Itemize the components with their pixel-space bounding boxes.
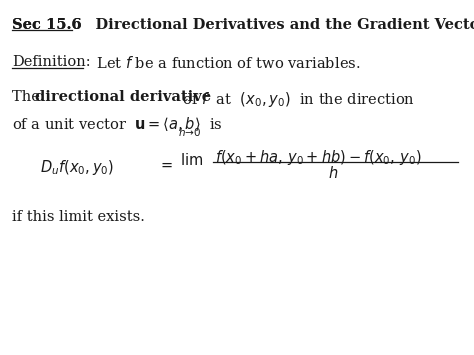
Text: The: The [12, 90, 45, 104]
Text: Let $f$ be a function of two variables.: Let $f$ be a function of two variables. [87, 55, 360, 71]
Text: Sec 15.6: Sec 15.6 [12, 18, 82, 32]
Text: Directional Derivatives and the Gradient Vector: Directional Derivatives and the Gradient… [75, 18, 474, 32]
Text: $f(x_0 + ha,\, y_0 + hb) - f(x_0,\, y_0)$: $f(x_0 + ha,\, y_0 + hb) - f(x_0,\, y_0)… [215, 148, 422, 167]
Text: directional derivative: directional derivative [35, 90, 211, 104]
Text: if this limit exists.: if this limit exists. [12, 210, 145, 224]
Text: $\lim$: $\lim$ [180, 152, 203, 168]
Text: $h\!\to\!0$: $h\!\to\!0$ [178, 126, 202, 138]
Text: Definition:: Definition: [12, 55, 91, 69]
Text: $h$: $h$ [328, 165, 338, 181]
Text: of $f$  at  $(x_0, y_0)$  in the direction: of $f$ at $(x_0, y_0)$ in the direction [178, 90, 415, 109]
Text: $=$: $=$ [158, 158, 173, 172]
Text: of a unit vector  $\mathbf{u} = \langle a, b \rangle$  is: of a unit vector $\mathbf{u} = \langle a… [12, 115, 223, 133]
Text: Sec 15.6: Sec 15.6 [12, 18, 82, 32]
Text: $D_u f(x_0, y_0)$: $D_u f(x_0, y_0)$ [40, 158, 114, 177]
